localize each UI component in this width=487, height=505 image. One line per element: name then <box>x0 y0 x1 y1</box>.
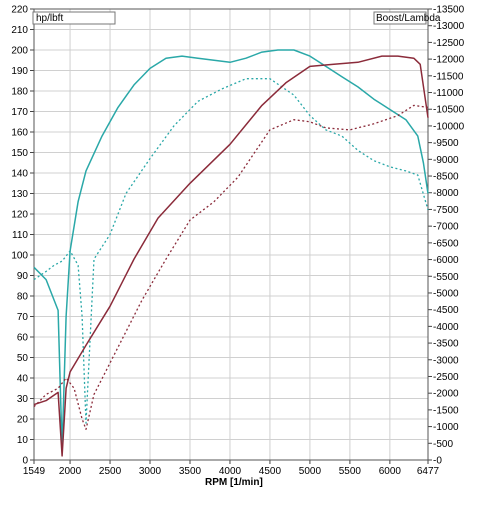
x-tick-label: 6477 <box>417 466 440 477</box>
left-tick-label: 50 <box>17 353 29 364</box>
right-tick-label: -10500 <box>433 105 465 116</box>
left-axis-label: hp/lbft <box>36 13 63 24</box>
x-tick-label: 6000 <box>379 466 402 477</box>
plot-frame <box>33 8 429 461</box>
left-tick-label: 130 <box>11 189 28 200</box>
right-tick-label: -12000 <box>433 55 465 66</box>
right-tick-label: -3000 <box>433 355 459 366</box>
right-tick-label: -6500 <box>433 238 459 249</box>
right-tick-label: -2000 <box>433 389 459 400</box>
x-tick-label: 5500 <box>339 466 362 477</box>
left-tick-label: 60 <box>17 333 29 344</box>
left-tick-label: 0 <box>22 456 28 467</box>
x-tick-label: 4500 <box>259 466 282 477</box>
x-tick-label: 3000 <box>139 466 162 477</box>
right-tick-label: -9000 <box>433 155 459 166</box>
x-tick-label: 3500 <box>179 466 202 477</box>
axis-layer: 0 10 20 30 40 50 60 70 80 90 100 110 120 130 140 150 160… <box>11 5 464 478</box>
solid-series-line-0 <box>33 49 429 451</box>
x-tick-label: 5000 <box>299 466 322 477</box>
left-axis-label-box <box>32 11 116 25</box>
left-tick-label: 40 <box>17 374 29 385</box>
dotted-series-line-3 <box>33 104 429 430</box>
right-tick-label: -8000 <box>433 188 459 199</box>
right-axis-label: Boost/Lambda <box>376 13 441 24</box>
left-tick-label: 180 <box>11 87 28 98</box>
right-tick-label: -13500 <box>433 5 465 16</box>
right-tick-label: -7000 <box>433 222 459 233</box>
left-tick-label: 30 <box>17 394 29 405</box>
left-tick-label: 160 <box>11 128 28 139</box>
left-tick-label: 200 <box>11 46 28 57</box>
right-tick-label: -6000 <box>433 255 459 266</box>
left-tick-label: 140 <box>11 169 28 180</box>
left-tick-label: 100 <box>11 251 28 262</box>
x-tick-label: 1549 <box>23 466 46 477</box>
series-layer <box>33 49 429 457</box>
left-tick-label: 150 <box>11 148 28 159</box>
right-tick-label: -1000 <box>433 422 459 433</box>
right-tick-label: -7500 <box>433 205 459 216</box>
right-axis-label-box <box>373 11 427 25</box>
left-tick-label: 120 <box>11 210 28 221</box>
x-tick-label: 2500 <box>99 466 122 477</box>
right-tick-label: -11500 <box>433 71 464 82</box>
right-tick-label: -500 <box>433 439 453 450</box>
left-tick-label: 110 <box>12 230 28 241</box>
left-tick-label: 170 <box>11 107 28 118</box>
x-axis-label: RPM [1/min] <box>205 477 263 488</box>
right-tick-label: -5500 <box>433 272 459 283</box>
left-tick-label: 10 <box>17 435 29 446</box>
left-tick-label: 20 <box>17 415 29 426</box>
dotted-series-line-1 <box>33 78 429 424</box>
x-tick-label: 2000 <box>59 466 82 477</box>
right-tick-label: -12500 <box>433 38 465 49</box>
left-tick-label: 210 <box>11 25 28 36</box>
right-tick-label: -11000 <box>433 88 464 99</box>
right-tick-label: -13000 <box>433 21 465 32</box>
right-tick-label: -10000 <box>433 121 465 132</box>
right-tick-label: -4500 <box>433 305 459 316</box>
left-tick-label: 220 <box>11 5 28 16</box>
right-tick-label: -2500 <box>433 372 459 383</box>
left-tick-label: 90 <box>17 271 29 282</box>
left-tick-label: 70 <box>17 312 29 323</box>
grid-layer <box>34 8 428 461</box>
x-tick-label: 4000 <box>219 466 242 477</box>
right-tick-label: -1500 <box>433 405 459 416</box>
right-tick-label: -5000 <box>433 288 459 299</box>
right-tick-label: -9500 <box>433 138 459 149</box>
right-tick-label: -0 <box>433 456 442 467</box>
right-tick-label: -8500 <box>433 172 459 183</box>
left-tick-label: 80 <box>17 292 29 303</box>
solid-series-line-2 <box>33 55 429 457</box>
left-tick-label: 190 <box>11 66 28 77</box>
right-tick-label: -4000 <box>433 322 459 333</box>
right-tick-label: -3500 <box>433 339 459 350</box>
